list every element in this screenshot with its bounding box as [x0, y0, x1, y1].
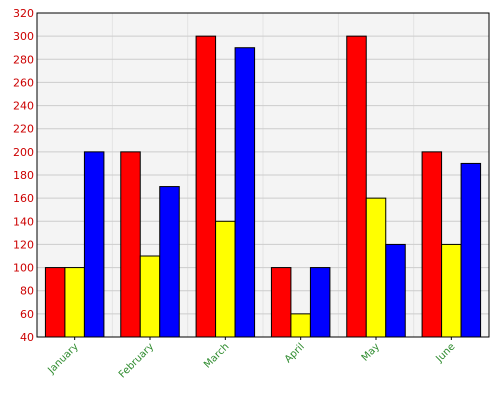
y-tick-label: 100: [13, 262, 34, 275]
y-tick-label: 200: [13, 146, 34, 159]
x-tick-label: March: [202, 341, 231, 370]
x-tick-label: June: [434, 341, 458, 365]
y-tick-label: 240: [13, 100, 34, 113]
bar-february-1: [120, 151, 141, 338]
y-tick-label: 40: [20, 331, 34, 344]
y-tick-label: 280: [13, 53, 34, 66]
x-axis: January February March April May June: [45, 337, 457, 380]
bar-april-3: [309, 267, 331, 338]
bar-march-2: [215, 220, 236, 338]
gridlines: [37, 13, 489, 337]
y-tick-label: 300: [13, 30, 34, 43]
bar-january-3: [83, 151, 105, 338]
bar-may-3: [385, 243, 406, 338]
bar-may-1: [346, 35, 367, 338]
bar-march-3: [234, 47, 256, 338]
y-tick-label: 80: [20, 285, 34, 298]
y-tick-label: 180: [13, 169, 34, 182]
y-tick-label: 320: [13, 7, 34, 20]
bar-june-2: [441, 243, 462, 338]
y-tick-label: 120: [13, 238, 34, 251]
x-tick-label: February: [117, 341, 156, 380]
x-tick-label: January: [45, 341, 80, 376]
y-tick-label: 60: [20, 308, 34, 321]
y-tick-label: 140: [13, 215, 34, 228]
bars: [44, 35, 482, 338]
bar-march-1: [195, 35, 217, 338]
bar-february-2: [139, 255, 161, 338]
bar-april-2: [290, 313, 311, 338]
bar-may-2: [365, 197, 387, 338]
bar-january-1: [44, 267, 66, 338]
plot-frame: [36, 12, 490, 338]
x-tick-label: May: [360, 341, 382, 363]
x-tick-label: April: [283, 341, 307, 365]
y-tick-label: 220: [13, 123, 34, 136]
bar-june-1: [421, 151, 443, 338]
bar-june-3: [460, 162, 482, 338]
y-tick-label: 260: [13, 76, 34, 89]
bar-february-3: [159, 186, 180, 338]
bar-january-2: [64, 267, 85, 338]
bar-april-1: [270, 267, 292, 338]
y-tick-label: 160: [13, 192, 34, 205]
y-axis: 40 60 80 100 120 140 160 180 200 220 240 260 280 300 3…: [13, 7, 34, 344]
